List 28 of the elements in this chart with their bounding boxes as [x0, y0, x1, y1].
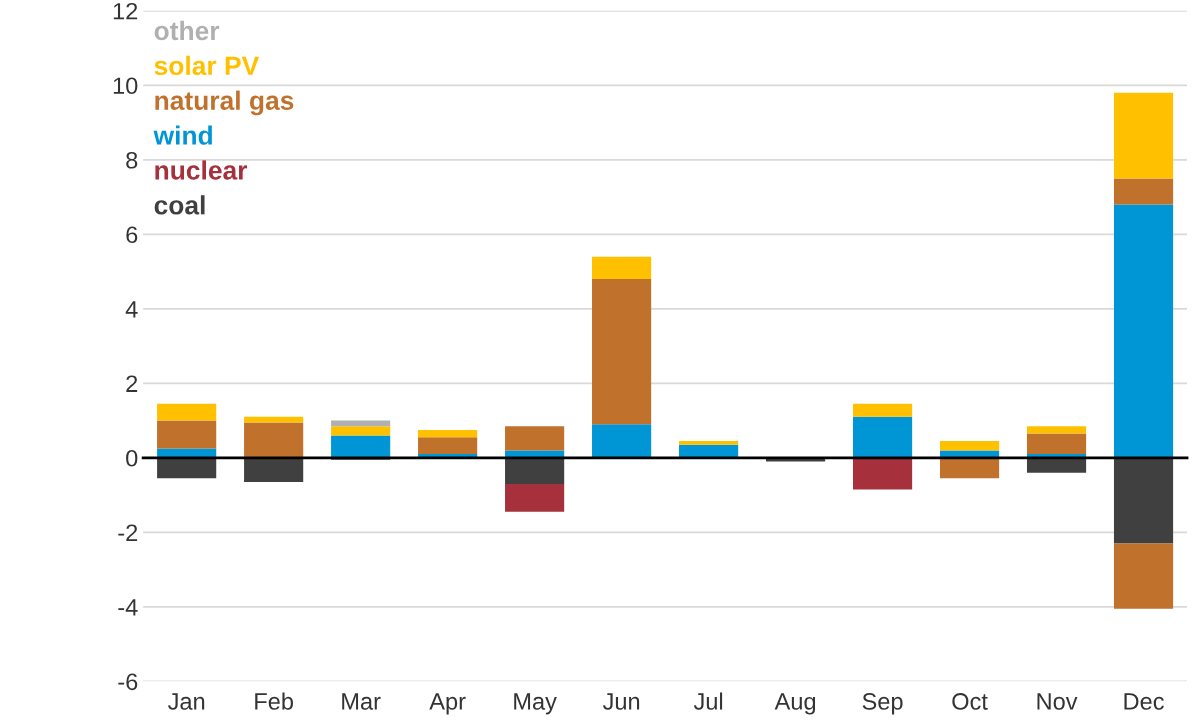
text: coal: [154, 195, 205, 215]
text: other: [154, 20, 220, 41]
x-tick-label: Apr: [429, 693, 466, 715]
x-tick-label: May: [514, 693, 557, 715]
y-tick-label: -6: [118, 673, 138, 691]
x-tick-label: Mar: [342, 693, 381, 710]
text: wind: [153, 125, 212, 145]
x-tick-label: Jan: [167, 693, 205, 710]
y-tick-label: 12: [113, 2, 138, 20]
x-tick-label: Oct: [952, 693, 988, 710]
y-tick-label: 2: [126, 375, 138, 392]
x-tick-label: Aug: [774, 693, 816, 715]
y-tick-label: 4: [125, 301, 138, 318]
x-tick-label: Jul: [693, 692, 723, 710]
x-tick-label: Sep: [862, 693, 903, 715]
y-tick-label: 0: [126, 449, 138, 467]
y-tick-label: 10: [113, 77, 138, 95]
text: solar PV: [154, 55, 260, 76]
x-tick-label: Dec: [1124, 693, 1164, 710]
x-tick-label: Feb: [255, 692, 293, 710]
y-tick-label: -2: [118, 524, 138, 541]
x-tick-label: Nov: [1037, 693, 1078, 710]
x-tick-label: Jun: [602, 693, 640, 710]
y-tick-label: 6: [126, 226, 138, 244]
y-tick-label: -4: [118, 599, 138, 616]
text: nuclear: [155, 160, 248, 180]
y-tick-label: 8: [126, 151, 138, 169]
text: natural gas: [155, 90, 294, 116]
